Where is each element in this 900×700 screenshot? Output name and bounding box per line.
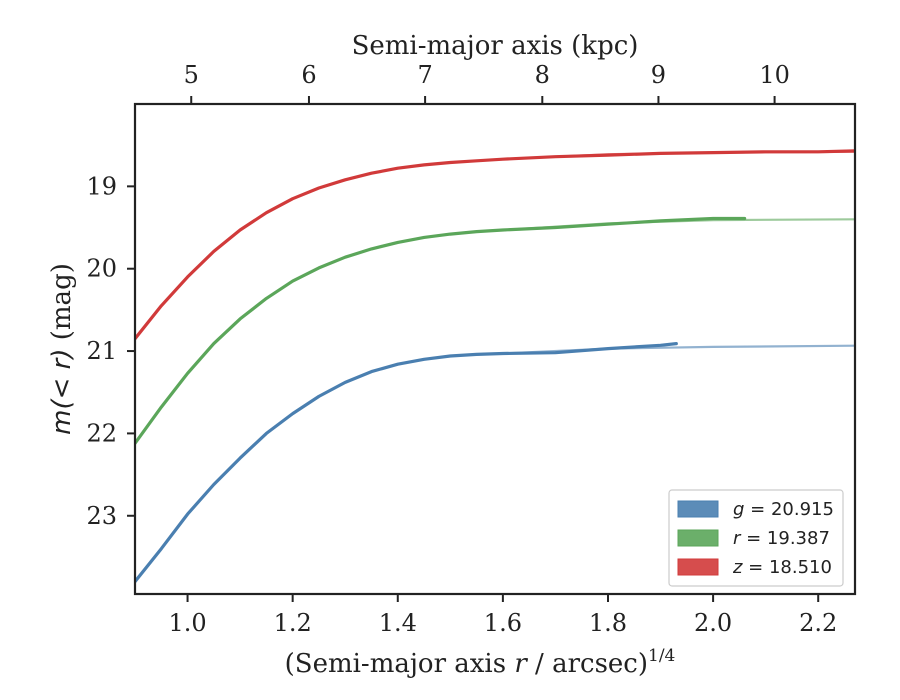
series-r-line <box>135 216 747 445</box>
series-g-model-line <box>502 344 855 355</box>
legend-swatch-r <box>677 529 719 547</box>
x-axis-title-var: r <box>514 649 528 679</box>
legend-label-value: = 18.510 <box>742 557 832 578</box>
y-tick-label: 19 <box>86 172 117 200</box>
top-x-tick-label: 10 <box>759 61 790 89</box>
top-x-tick-label: 7 <box>417 61 432 89</box>
x-tick-label: 1.2 <box>274 609 312 637</box>
top-x-axis-title: Semi-major axis (kpc) <box>352 31 639 61</box>
y-axis-title: m(< r) (mag) <box>47 263 77 435</box>
top-x-tick-label: 6 <box>301 61 316 89</box>
x-axis-title-tail: / arcsec) <box>527 649 648 679</box>
plot-frame <box>133 102 857 596</box>
legend-label-z: z = 18.510 <box>732 557 832 578</box>
y-tick-label: 22 <box>86 419 117 447</box>
y-axis-title-unit: (mag) <box>47 263 77 348</box>
x-tick-label: 2.0 <box>694 609 732 637</box>
series-g-line <box>135 342 678 584</box>
x-tick-label: 1.0 <box>168 609 206 637</box>
x-tick-label: 1.8 <box>589 609 627 637</box>
x-axis-title-main: (Semi-major axis <box>285 649 515 679</box>
top-x-tick-label: 8 <box>535 61 550 89</box>
legend-label-g: g = 20.915 <box>733 499 834 520</box>
legend-label-r: r = 19.387 <box>733 528 830 549</box>
legend-label-var: z <box>732 557 743 578</box>
legend-swatch-g <box>677 500 719 518</box>
y-axis-title-main: m(< r) <box>47 349 77 435</box>
top-x-tick-label: 5 <box>184 61 199 89</box>
legend-label-var: g <box>733 499 744 520</box>
legend-label-value: = 19.387 <box>740 528 830 549</box>
legend-label-value: = 20.915 <box>744 499 834 520</box>
top-x-tick-label: 9 <box>651 61 666 89</box>
x-tick-label: 1.4 <box>379 609 417 637</box>
legend-label-var: r <box>733 528 742 549</box>
y-tick-label: 23 <box>86 502 117 530</box>
ticks-layer: 1.0 1.2 1.4 1.6 1.8 2.0 2.2 19 20 21 22 23 5 6 7 8 9 10 <box>86 61 837 637</box>
x-tick-label: 1.6 <box>484 609 522 637</box>
series-z-line <box>135 149 855 341</box>
x-axis-title-sup: 1/4 <box>648 646 675 666</box>
y-tick-label: 20 <box>86 255 117 283</box>
legend-swatch-z <box>677 558 719 576</box>
y-tick-label: 21 <box>86 337 117 365</box>
x-tick-label: 2.2 <box>799 609 837 637</box>
plot-layer <box>135 149 855 584</box>
x-axis-title: (Semi-major axis r / arcsec)1/4 <box>285 646 676 679</box>
